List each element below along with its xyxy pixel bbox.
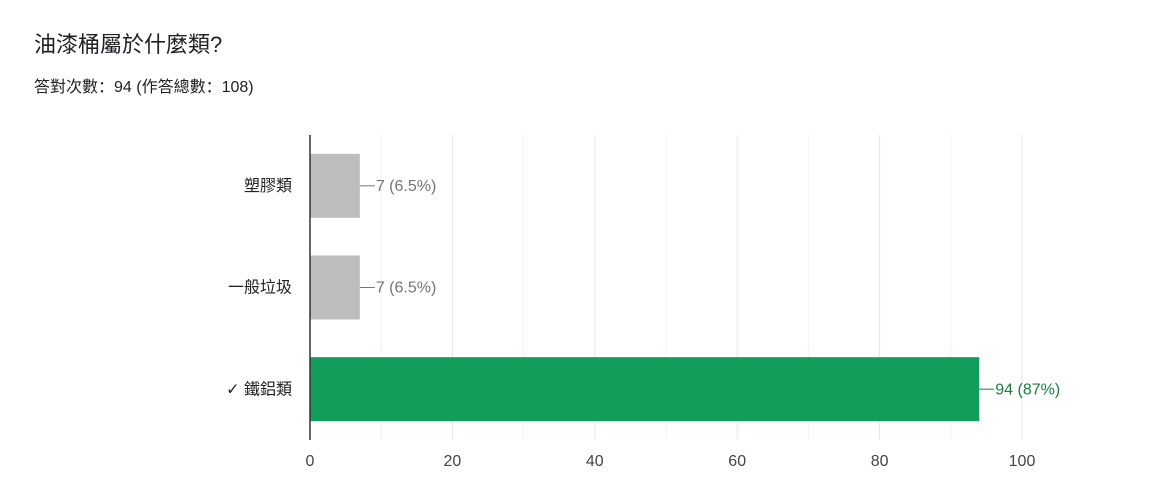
bar xyxy=(310,153,360,218)
value-label: 7 (6.5%) xyxy=(376,178,436,195)
bar xyxy=(310,255,360,320)
y-tick-label: 一般垃圾 xyxy=(228,279,292,297)
chart-subtitle: 答對次數：94 (作答總數：108) xyxy=(34,78,254,96)
y-tick-label: 塑膠類 xyxy=(244,177,292,195)
chart-title: 油漆桶屬於什麼類? xyxy=(34,32,222,57)
bar xyxy=(310,357,980,422)
x-tick-label: 20 xyxy=(444,453,462,470)
x-tick-label: 0 xyxy=(306,453,315,470)
x-tick-label: 40 xyxy=(586,453,604,470)
value-label: 7 (6.5%) xyxy=(376,280,436,297)
value-label: 94 (87%) xyxy=(995,381,1060,398)
x-tick-label: 100 xyxy=(1009,453,1036,470)
x-tick-label: 80 xyxy=(871,453,889,470)
x-tick-label: 60 xyxy=(728,453,746,470)
y-tick-label: ✓ 鐵鋁類 xyxy=(226,379,292,398)
